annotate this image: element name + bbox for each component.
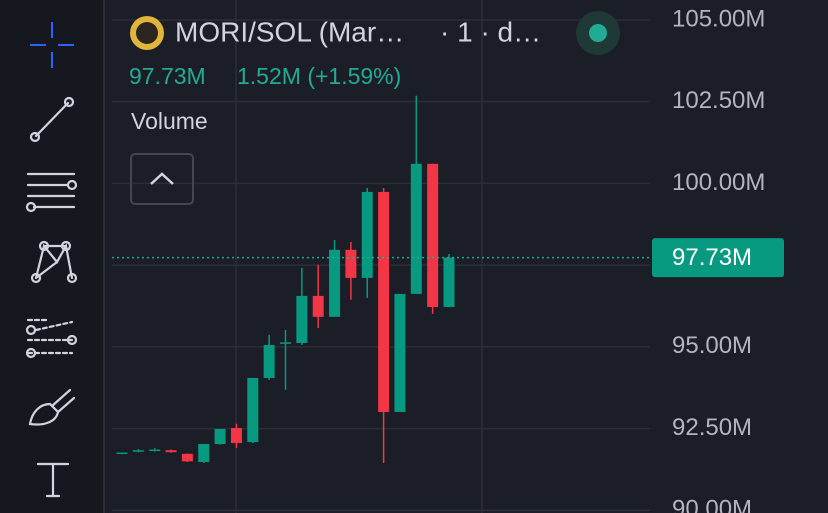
crosshair-tool[interactable] (30, 22, 74, 68)
y-tick-label: 95.00M (672, 332, 752, 359)
candle-body (132, 450, 144, 452)
last-price-label: 97.73M (672, 244, 752, 271)
text-tool[interactable] (36, 462, 70, 498)
y-tick-label: 102.50M (672, 87, 765, 114)
candle-body (410, 163, 422, 294)
y-tick-label: 92.50M (672, 414, 752, 441)
brush-tool[interactable] (28, 388, 76, 426)
candle-body (361, 191, 373, 278)
candle-body (345, 249, 357, 278)
indicator-name: Volume (131, 108, 208, 134)
ohlc-close: 97.73M (129, 63, 206, 89)
candle-body (394, 293, 406, 412)
candle-body (149, 449, 161, 452)
forecast-tool[interactable] (25, 318, 78, 359)
line-tool[interactable] (29, 96, 75, 143)
candle-body (116, 452, 128, 455)
candle-body (198, 444, 210, 462)
status-dot (589, 24, 607, 42)
candle-body (230, 427, 242, 444)
candle-body (280, 342, 291, 344)
y-tick-label: 100.00M (672, 169, 765, 196)
candle-body (165, 450, 177, 453)
candle-body (443, 257, 455, 308)
last-price-badge (652, 238, 784, 278)
plot (112, 95, 650, 463)
y-tick-label: 90.00M (672, 496, 752, 513)
token-icon-inner (136, 22, 158, 44)
candle-body (247, 377, 259, 443)
candle-body (263, 344, 275, 378)
y-tick-label: 105.00M (672, 5, 765, 32)
collapse-button[interactable] (130, 153, 194, 205)
candle-body (312, 295, 324, 317)
candle-body (181, 453, 193, 462)
candle-body (329, 249, 341, 317)
candle-body (378, 191, 390, 412)
symbol-title[interactable]: MORI/SOL (Mar… (175, 16, 404, 47)
pattern-tool[interactable] (30, 240, 78, 284)
interval[interactable]: · 1 · d… (440, 16, 541, 47)
candle-body (296, 295, 308, 343)
candle-body (214, 428, 226, 445)
candle-body (427, 163, 439, 308)
ohlc-change: 1.52M (+1.59%) (237, 63, 401, 89)
fib-tool[interactable] (25, 172, 78, 213)
chevron-up (150, 172, 174, 185)
